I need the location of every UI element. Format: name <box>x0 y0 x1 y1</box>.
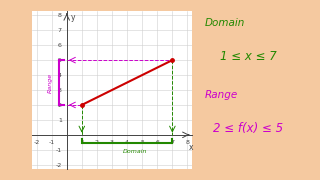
Text: Range: Range <box>48 73 52 93</box>
Text: x: x <box>189 143 194 152</box>
Text: Range: Range <box>204 90 238 100</box>
Text: Domain: Domain <box>204 18 245 28</box>
Text: 1 ≤ x ≤ 7: 1 ≤ x ≤ 7 <box>220 50 277 63</box>
Text: y: y <box>70 13 75 22</box>
Text: Domain: Domain <box>122 149 147 154</box>
Text: 2 ≤ f(x) ≤ 5: 2 ≤ f(x) ≤ 5 <box>213 122 283 135</box>
